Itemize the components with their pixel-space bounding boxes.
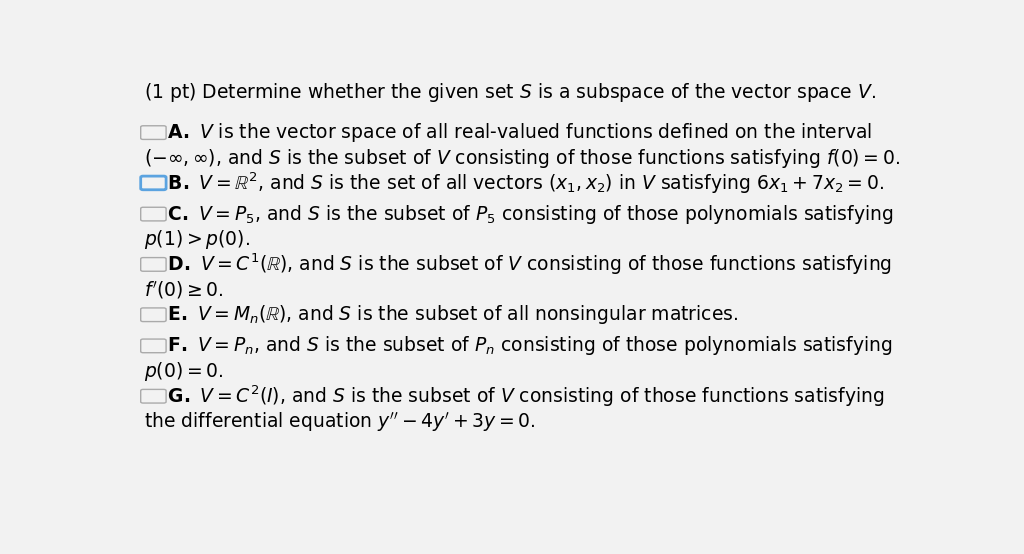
Text: $\mathbf{A.}$ $V$ is the vector space of all real-valued functions defined on th: $\mathbf{A.}$ $V$ is the vector space of… bbox=[143, 121, 872, 144]
Text: $p(1) > p(0)$.: $p(1) > p(0)$. bbox=[143, 228, 250, 251]
Text: $p(0) = 0$.: $p(0) = 0$. bbox=[143, 360, 223, 383]
Text: (1 pt) Determine whether the given set $S$ is a subspace of the vector space $V$: (1 pt) Determine whether the given set $… bbox=[143, 81, 876, 104]
Text: the differential equation $y'' - 4y' + 3y = 0$.: the differential equation $y'' - 4y' + 3… bbox=[143, 410, 536, 434]
FancyBboxPatch shape bbox=[140, 176, 166, 190]
Text: $\mathbf{C.}$ $V = P_5$, and $S$ is the subset of $P_5$ consisting of those poly: $\mathbf{C.}$ $V = P_5$, and $S$ is the … bbox=[143, 203, 894, 225]
Text: $\mathbf{E.}$ $V = M_n(\mathbb{R})$, and $S$ is the subset of all nonsingular ma: $\mathbf{E.}$ $V = M_n(\mathbb{R})$, and… bbox=[143, 303, 738, 326]
FancyBboxPatch shape bbox=[140, 258, 166, 271]
Text: $\mathbf{D.}$ $V = C^1(\mathbb{R})$, and $S$ is the subset of $V$ consisting of : $\mathbf{D.}$ $V = C^1(\mathbb{R})$, and… bbox=[143, 252, 892, 277]
FancyBboxPatch shape bbox=[140, 207, 166, 221]
Text: $f'(0) \geq 0$.: $f'(0) \geq 0$. bbox=[143, 279, 223, 301]
FancyBboxPatch shape bbox=[140, 126, 166, 140]
FancyBboxPatch shape bbox=[140, 389, 166, 403]
Text: $\mathbf{B.}$ $V = \mathbb{R}^2$, and $S$ is the set of all vectors $(x_1, x_2)$: $\mathbf{B.}$ $V = \mathbb{R}^2$, and $S… bbox=[143, 170, 884, 196]
Text: $\mathbf{F.}$ $V = P_n$, and $S$ is the subset of $P_n$ consisting of those poly: $\mathbf{F.}$ $V = P_n$, and $S$ is the … bbox=[143, 335, 893, 357]
FancyBboxPatch shape bbox=[140, 339, 166, 353]
Text: $\mathbf{G.}$ $V = C^2(I)$, and $S$ is the subset of $V$ consisting of those fun: $\mathbf{G.}$ $V = C^2(I)$, and $S$ is t… bbox=[143, 383, 885, 409]
FancyBboxPatch shape bbox=[140, 308, 166, 321]
Text: $(-\infty, \infty)$, and $S$ is the subset of $V$ consisting of those functions : $(-\infty, \infty)$, and $S$ is the subs… bbox=[143, 147, 900, 170]
